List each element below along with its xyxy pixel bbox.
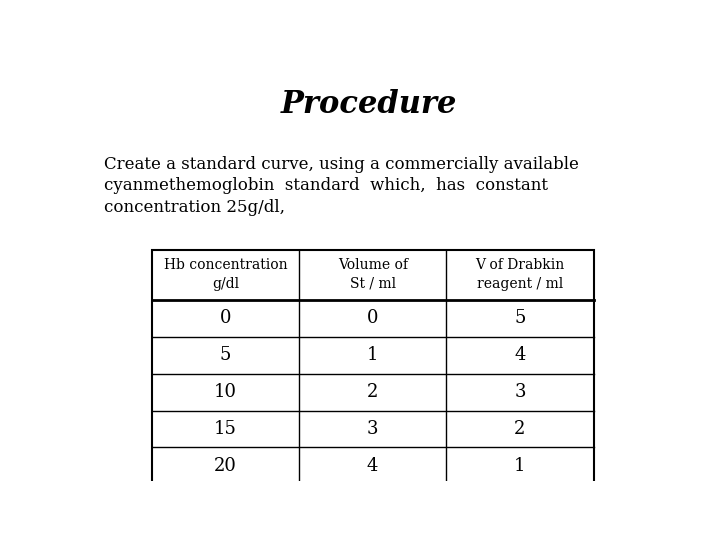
- Text: 10: 10: [214, 383, 237, 401]
- Text: V of Drabkin
reagent / ml: V of Drabkin reagent / ml: [475, 259, 564, 291]
- Text: 1: 1: [367, 346, 379, 364]
- Text: 0: 0: [220, 309, 231, 327]
- Text: Volume of
St / ml: Volume of St / ml: [338, 259, 408, 291]
- Text: 4: 4: [514, 346, 526, 364]
- Text: Hb concentration
g/dl: Hb concentration g/dl: [163, 259, 287, 291]
- Text: 5: 5: [514, 309, 526, 327]
- Text: 0: 0: [367, 309, 379, 327]
- Text: 15: 15: [214, 420, 237, 438]
- Text: 3: 3: [514, 383, 526, 401]
- Text: 2: 2: [514, 420, 526, 438]
- Text: Create a standard curve, using a commercially available: Create a standard curve, using a commerc…: [104, 156, 579, 173]
- Text: concentration 25g/dl,: concentration 25g/dl,: [104, 199, 285, 216]
- Text: 5: 5: [220, 346, 231, 364]
- Text: cyanmethemoglobin  standard  which,  has  constant: cyanmethemoglobin standard which, has co…: [104, 177, 548, 194]
- Text: 20: 20: [214, 457, 237, 475]
- Text: 3: 3: [367, 420, 379, 438]
- Text: Procedure: Procedure: [281, 89, 457, 120]
- Text: 1: 1: [514, 457, 526, 475]
- Text: 2: 2: [367, 383, 378, 401]
- Text: 4: 4: [367, 457, 378, 475]
